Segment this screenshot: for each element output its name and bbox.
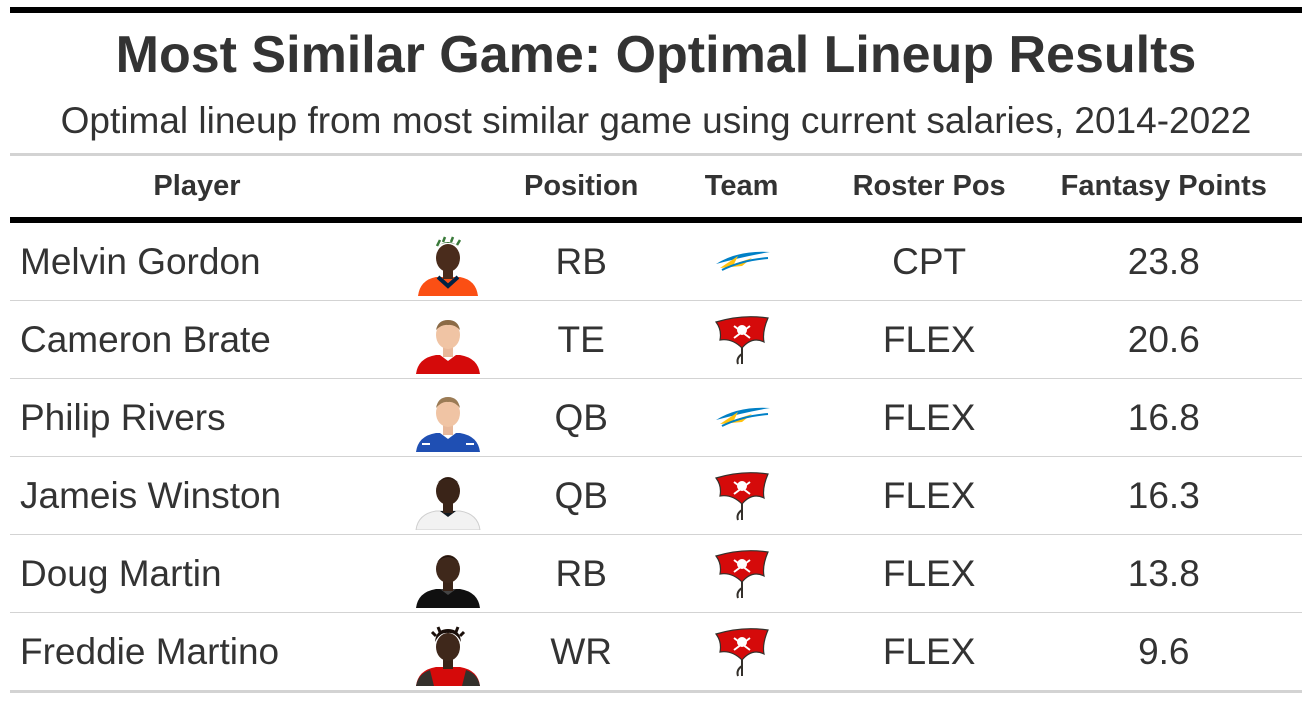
buccaneers-logo-icon (714, 471, 769, 520)
top-rule (10, 7, 1302, 13)
page-subtitle: Optimal lineup from most similar game us… (60, 100, 1252, 141)
roster-position: FLEX (832, 378, 1026, 457)
team-logo-cell (650, 612, 833, 693)
header-row: Player Position Team Roster Pos Fantasy … (10, 156, 1302, 223)
player-name: Melvin Gordon (10, 220, 384, 301)
chargers-logo-icon (715, 251, 770, 271)
roster-position: FLEX (832, 456, 1026, 535)
column-header-image (383, 156, 512, 223)
player-headshot-cell (383, 612, 512, 693)
player-name: Freddie Martino (10, 612, 384, 693)
table-row: Freddie Martino WR (10, 612, 1302, 693)
page-title: Most Similar Game: Optimal Lineup Result… (115, 26, 1197, 84)
fantasy-points: 13.8 (1025, 534, 1302, 613)
player-position: WR (511, 612, 651, 693)
buccaneers-logo-icon (714, 627, 769, 676)
fantasy-points: 16.3 (1025, 456, 1302, 535)
team-logo-cell (650, 300, 833, 379)
fantasy-points: 16.8 (1025, 378, 1302, 457)
column-header-roster-pos: Roster Pos (832, 156, 1026, 223)
table-row: Jameis Winston QB (10, 456, 1302, 535)
player-headshot-icon (415, 554, 480, 608)
player-position: RB (511, 534, 651, 613)
player-headshot-cell (383, 220, 512, 301)
player-headshot-cell (383, 534, 512, 613)
player-name: Philip Rivers (10, 378, 384, 457)
player-name: Doug Martin (10, 534, 384, 613)
player-headshot-icon (415, 476, 481, 530)
player-position: QB (511, 456, 651, 535)
column-header-fantasy-points: Fantasy Points (1025, 156, 1302, 223)
team-logo-cell (650, 456, 833, 535)
table-row: Cameron Brate TE (10, 300, 1302, 379)
header-top-rule (10, 153, 1302, 156)
fantasy-points: 9.6 (1025, 612, 1302, 693)
column-header-position: Position (511, 156, 651, 223)
table-row: Melvin Gordon RB CPT (10, 220, 1302, 301)
player-position: RB (511, 220, 651, 301)
player-headshot-icon (417, 236, 478, 296)
team-logo-cell (650, 220, 833, 301)
player-headshot-cell (383, 378, 512, 457)
player-headshot-icon (415, 396, 480, 452)
player-headshot-icon (415, 625, 480, 686)
roster-position: FLEX (832, 300, 1026, 379)
chargers-logo-icon (715, 407, 770, 427)
fantasy-points: 23.8 (1025, 220, 1302, 301)
player-headshot-cell (383, 300, 512, 379)
buccaneers-logo-icon (714, 315, 769, 364)
roster-position: CPT (832, 220, 1026, 301)
column-header-player: Player (10, 156, 384, 223)
lineup-table: Player Position Team Roster Pos Fantasy … (10, 156, 1302, 693)
player-position: QB (511, 378, 651, 457)
roster-position: FLEX (832, 612, 1026, 693)
player-position: TE (511, 300, 651, 379)
fantasy-points: 20.6 (1025, 300, 1302, 379)
player-headshot-cell (383, 456, 512, 535)
player-name: Cameron Brate (10, 300, 384, 379)
team-logo-cell (650, 378, 833, 457)
team-logo-cell (650, 534, 833, 613)
column-header-team: Team (650, 156, 833, 223)
table-row: Doug Martin RB (10, 534, 1302, 613)
player-name: Jameis Winston (10, 456, 384, 535)
buccaneers-logo-icon (714, 549, 769, 598)
table-row: Philip Rivers QB FLEX (10, 378, 1302, 457)
player-headshot-icon (415, 319, 480, 374)
roster-position: FLEX (832, 534, 1026, 613)
